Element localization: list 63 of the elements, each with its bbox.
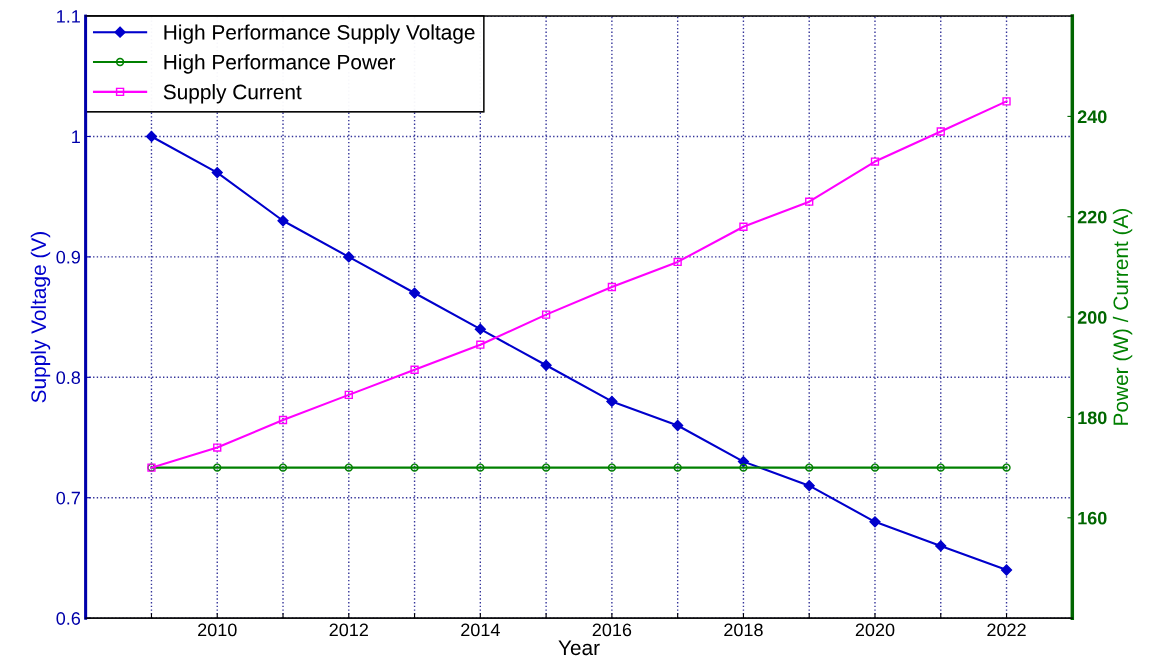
x-tick-label: 2012	[329, 623, 368, 637]
y-tick-label: 0.6	[56, 612, 81, 625]
point	[410, 365, 419, 374]
point	[476, 340, 485, 349]
point	[607, 282, 617, 292]
point	[541, 463, 551, 472]
point	[408, 287, 421, 299]
point	[410, 463, 419, 472]
point	[145, 130, 158, 143]
y-axis-title: Supply Voltage (V)	[30, 232, 51, 403]
x-tick-label: 2014	[461, 623, 500, 637]
x-tick-label: 2022	[987, 623, 1026, 637]
y-tick-label: 1	[72, 130, 80, 144]
point	[1000, 564, 1013, 576]
y2-tick-label: 220	[1077, 210, 1107, 224]
point	[936, 127, 945, 136]
point	[474, 323, 486, 335]
point	[805, 463, 814, 472]
x-tick-label: 2010	[198, 623, 237, 637]
y-tick-label: 0.8	[56, 371, 81, 385]
point	[1002, 463, 1011, 472]
point	[344, 463, 353, 472]
point	[540, 359, 552, 371]
point	[673, 463, 682, 472]
point	[672, 419, 684, 432]
y2-tick-label: 200	[1077, 311, 1107, 324]
point	[607, 463, 617, 472]
point	[870, 463, 880, 472]
point	[805, 197, 814, 206]
y2-tick-label: 180	[1078, 411, 1107, 425]
x-tick-label: 2016	[592, 623, 632, 637]
point	[541, 310, 551, 319]
point	[211, 166, 223, 179]
point	[739, 463, 748, 472]
point	[278, 415, 288, 425]
point	[673, 257, 682, 267]
y-tick-label: 0.9	[56, 250, 80, 264]
point	[739, 222, 748, 231]
point	[936, 463, 945, 472]
point	[277, 215, 289, 227]
point	[870, 157, 880, 166]
y2-tick-label: 240	[1077, 110, 1107, 124]
point	[278, 463, 288, 472]
point	[1002, 97, 1011, 106]
legend-label: Supply Current	[163, 84, 302, 104]
y2-axis-title: Power (W) / Current (A)	[1112, 209, 1133, 425]
point	[476, 463, 485, 472]
point	[344, 390, 353, 400]
point	[606, 395, 618, 408]
y2-tick-label: 160	[1078, 511, 1107, 525]
point	[213, 443, 222, 452]
x-tick-label: 2018	[724, 623, 763, 637]
y-tick-label: 0.7	[56, 491, 80, 505]
point	[343, 251, 355, 263]
legend-label: High Performance Power	[164, 54, 396, 74]
point	[869, 516, 881, 528]
legend-label: High Performance Supply Voltage	[164, 24, 475, 44]
point	[213, 463, 222, 472]
point	[803, 480, 815, 492]
point	[935, 540, 947, 552]
y-tick-label: 1.1	[57, 10, 80, 23]
x-axis-title: Year	[558, 640, 600, 656]
x-tick-label: 2020	[855, 623, 895, 637]
